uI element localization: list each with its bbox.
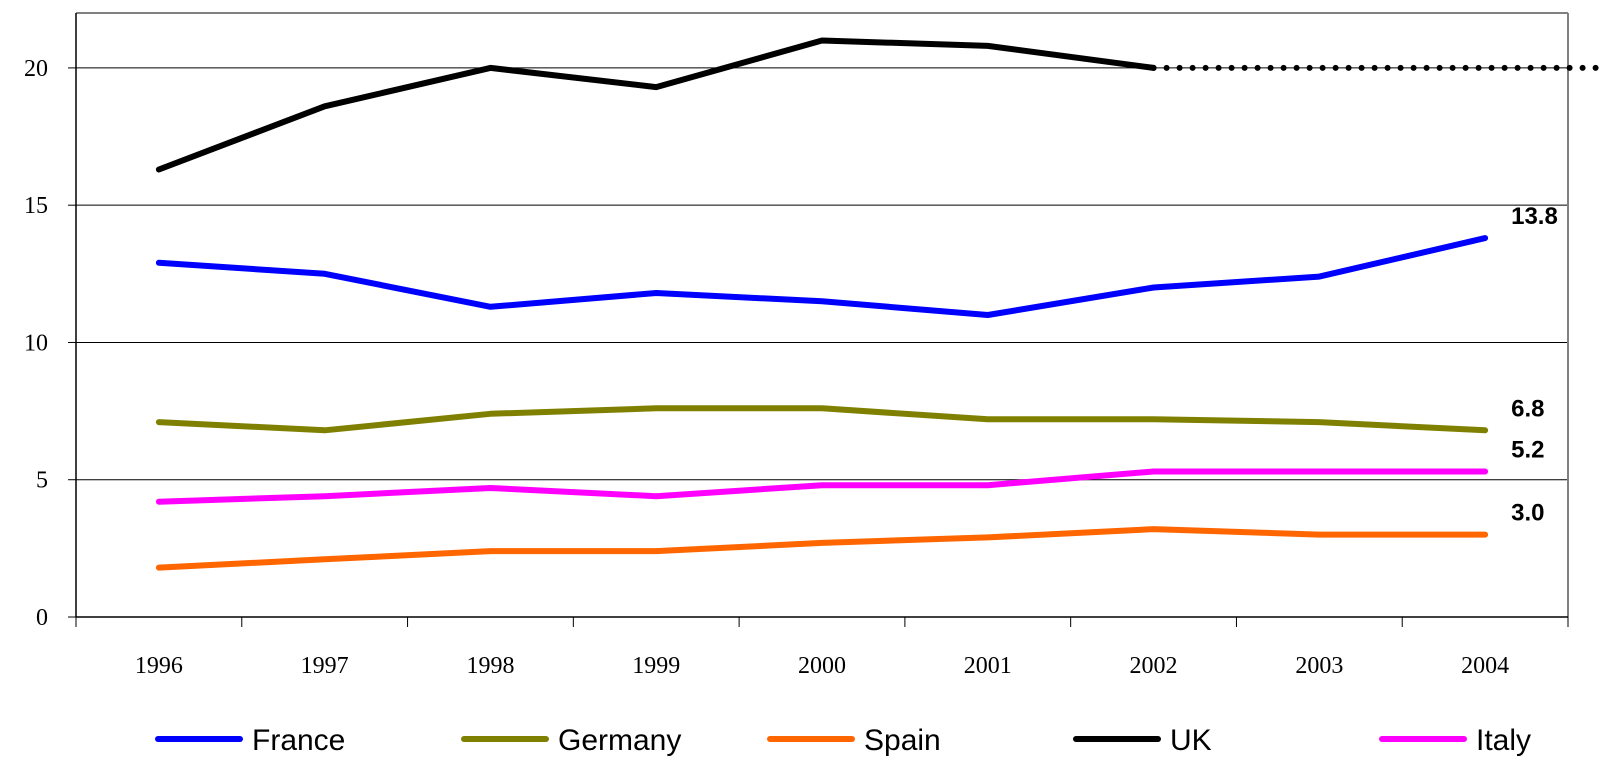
- legend-label-italy: Italy: [1476, 724, 1531, 757]
- series-line-spain: [155, 526, 1489, 571]
- gridlines: [76, 67, 1568, 481]
- x-tick-label: 2000: [798, 653, 846, 679]
- x-tick-label: 2003: [1295, 653, 1343, 679]
- series-line-germany: [155, 405, 1489, 434]
- x-tick-label: 1998: [466, 653, 514, 679]
- x-tick-label: 1996: [135, 653, 183, 679]
- series-line-uk: [155, 37, 1157, 173]
- x-tick-label: 1999: [632, 653, 680, 679]
- legend-label-france: France: [252, 724, 345, 757]
- data-label-italy: 5.2: [1511, 436, 1544, 463]
- end-labels: 13.86.83.020.05.2: [1511, 203, 1558, 527]
- data-label-germany: 6.8: [1511, 395, 1544, 422]
- legend: France Germany Spain UK Italy: [155, 724, 1531, 757]
- x-tick-label: 1997: [301, 653, 349, 679]
- series-lines: [155, 37, 1601, 571]
- x-tick-label: 2004: [1461, 653, 1509, 679]
- data-label-spain: 3.0: [1511, 500, 1544, 527]
- legend-label-uk: UK: [1170, 724, 1212, 757]
- series-line-italy: [155, 468, 1489, 505]
- y-tick-label: 20: [24, 56, 48, 82]
- y-tick-label: 0: [36, 605, 48, 631]
- y-tick-label: 15: [24, 193, 48, 219]
- axes: 0 5 10 15 20 1996 1997 1998 1999 2000 2001 2002 2003…: [24, 12, 1569, 679]
- x-tick-label: 2001: [964, 653, 1012, 679]
- data-label-france: 13.8: [1511, 203, 1558, 230]
- legend-label-germany: Germany: [558, 724, 681, 757]
- x-tick-label: 2002: [1130, 653, 1178, 679]
- y-tick-label: 5: [36, 468, 48, 494]
- y-tick-label: 10: [24, 330, 48, 356]
- legend-label-spain: Spain: [864, 724, 941, 757]
- series-line-france: [155, 235, 1489, 318]
